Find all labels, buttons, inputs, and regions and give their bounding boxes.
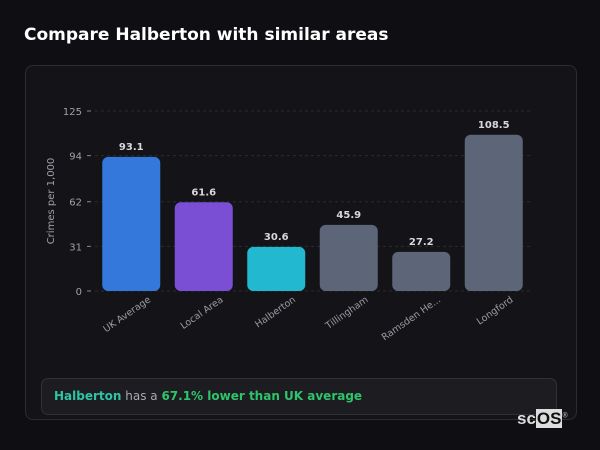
y-tick-label: 31 <box>69 242 82 253</box>
scos-logo: scOS® <box>517 409 568 428</box>
x-tick-label: Tillingham <box>323 294 370 332</box>
y-tick-label: 94 <box>69 152 82 163</box>
y-tick-label: 62 <box>69 198 82 209</box>
bar[interactable] <box>392 251 451 291</box>
page-title: Compare Halberton with similar areas <box>24 25 389 45</box>
bar[interactable] <box>174 202 233 291</box>
bar[interactable] <box>319 224 378 291</box>
summary-connector: has a <box>121 389 162 403</box>
x-tick-label: Ramsden He... <box>380 294 443 343</box>
summary-box: Halberton has a 67.1% lower than UK aver… <box>41 378 557 415</box>
y-axis-label: Crimes per 1,000 <box>46 158 57 245</box>
bar[interactable] <box>102 156 161 291</box>
bar-value-label: 93.1 <box>119 142 144 153</box>
bar[interactable] <box>464 134 523 291</box>
y-tick-label: 125 <box>63 107 82 118</box>
bar-value-label: 61.6 <box>191 187 216 198</box>
x-tick-label: Longford <box>475 294 516 327</box>
x-tick-label: UK Average <box>101 294 153 335</box>
bar-value-label: 27.2 <box>409 237 434 248</box>
y-tick-label: 0 <box>76 287 82 298</box>
bar-value-label: 108.5 <box>478 120 510 131</box>
x-tick-label: Local Area <box>179 294 226 331</box>
bar[interactable] <box>247 246 306 291</box>
bar-value-label: 45.9 <box>336 210 361 221</box>
x-tick-label: Halberton <box>253 294 298 330</box>
summary-area: Halberton <box>54 389 122 403</box>
bar-value-label: 30.6 <box>264 232 289 243</box>
summary-comparison: 67.1% lower than UK average <box>161 389 363 403</box>
